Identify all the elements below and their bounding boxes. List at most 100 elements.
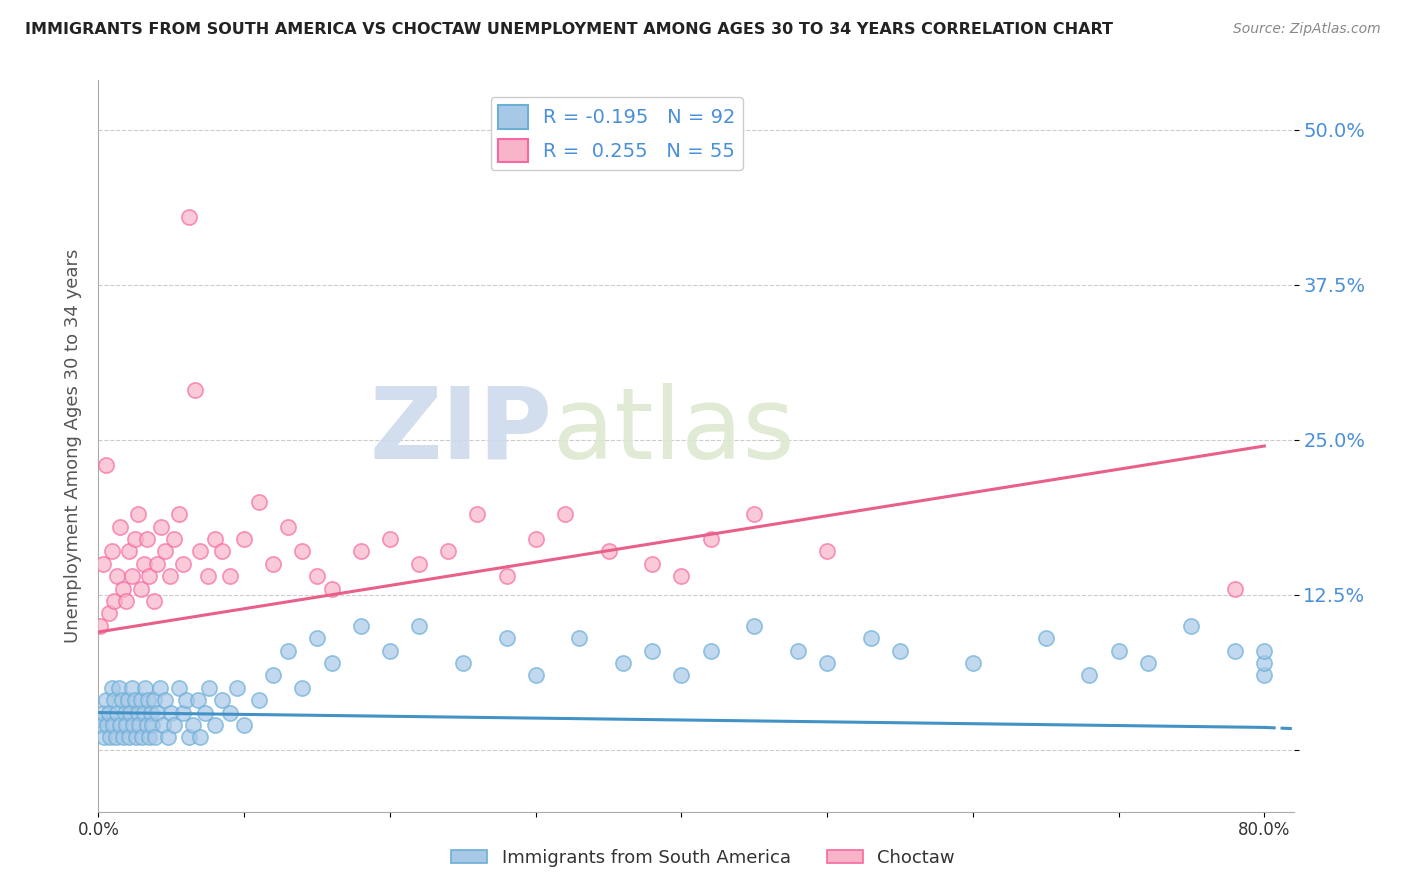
Legend: R = -0.195   N = 92, R =  0.255   N = 55: R = -0.195 N = 92, R = 0.255 N = 55 bbox=[491, 97, 744, 170]
Point bbox=[111, 693, 134, 707]
Point bbox=[247, 693, 270, 707]
Point bbox=[321, 582, 343, 596]
Point bbox=[1225, 643, 1247, 657]
Point bbox=[100, 681, 122, 695]
Point bbox=[142, 594, 165, 608]
Point bbox=[97, 706, 120, 720]
Point bbox=[568, 631, 591, 645]
Point bbox=[1253, 656, 1275, 670]
Point bbox=[598, 544, 620, 558]
Point bbox=[141, 718, 163, 732]
Point bbox=[1108, 643, 1130, 657]
Point bbox=[962, 656, 984, 670]
Point bbox=[127, 507, 149, 521]
Point bbox=[198, 681, 221, 695]
Point bbox=[138, 569, 160, 583]
Point bbox=[120, 706, 142, 720]
Point bbox=[98, 731, 121, 745]
Point bbox=[163, 718, 186, 732]
Point bbox=[321, 656, 343, 670]
Point bbox=[97, 607, 120, 621]
Point bbox=[145, 557, 167, 571]
Point bbox=[197, 569, 219, 583]
Point bbox=[451, 656, 474, 670]
Point bbox=[89, 619, 111, 633]
Point bbox=[183, 383, 205, 397]
Point bbox=[172, 557, 194, 571]
Point bbox=[90, 718, 112, 732]
Point bbox=[815, 656, 838, 670]
Point bbox=[174, 693, 197, 707]
Point bbox=[134, 681, 156, 695]
Point bbox=[104, 731, 127, 745]
Point bbox=[177, 210, 200, 224]
Point bbox=[129, 582, 152, 596]
Point bbox=[160, 706, 183, 720]
Point bbox=[150, 519, 173, 533]
Point bbox=[233, 532, 256, 546]
Point bbox=[89, 712, 111, 726]
Point bbox=[1253, 643, 1275, 657]
Point bbox=[177, 731, 200, 745]
Point bbox=[118, 544, 141, 558]
Point bbox=[132, 557, 155, 571]
Point bbox=[190, 731, 212, 745]
Point bbox=[1180, 619, 1202, 633]
Point bbox=[91, 706, 114, 720]
Point bbox=[136, 693, 159, 707]
Point bbox=[96, 718, 118, 732]
Point bbox=[641, 643, 664, 657]
Point bbox=[204, 718, 226, 732]
Point bbox=[127, 706, 149, 720]
Point bbox=[495, 569, 517, 583]
Point bbox=[305, 631, 328, 645]
Point bbox=[124, 532, 146, 546]
Point bbox=[129, 693, 152, 707]
Point bbox=[138, 731, 160, 745]
Point bbox=[135, 718, 157, 732]
Point bbox=[103, 594, 125, 608]
Point bbox=[204, 532, 226, 546]
Point bbox=[118, 731, 141, 745]
Point bbox=[132, 706, 155, 720]
Point bbox=[101, 718, 124, 732]
Point bbox=[408, 619, 430, 633]
Point bbox=[105, 569, 128, 583]
Point bbox=[94, 458, 117, 472]
Point bbox=[671, 668, 693, 682]
Point bbox=[1035, 631, 1057, 645]
Point bbox=[100, 544, 122, 558]
Point bbox=[135, 532, 157, 546]
Point bbox=[110, 718, 132, 732]
Point bbox=[350, 544, 373, 558]
Point bbox=[815, 544, 838, 558]
Point bbox=[112, 582, 135, 596]
Point bbox=[211, 544, 233, 558]
Point bbox=[155, 693, 177, 707]
Point bbox=[277, 643, 299, 657]
Point bbox=[91, 557, 114, 571]
Point bbox=[167, 681, 190, 695]
Point bbox=[859, 631, 882, 645]
Point bbox=[350, 619, 373, 633]
Point bbox=[218, 706, 240, 720]
Point bbox=[131, 731, 153, 745]
Point bbox=[152, 718, 174, 732]
Point bbox=[291, 681, 314, 695]
Point bbox=[378, 643, 401, 657]
Point bbox=[467, 507, 489, 521]
Y-axis label: Unemployment Among Ages 30 to 34 years: Unemployment Among Ages 30 to 34 years bbox=[63, 249, 82, 643]
Point bbox=[291, 544, 314, 558]
Point bbox=[139, 706, 162, 720]
Point bbox=[190, 544, 212, 558]
Point bbox=[94, 693, 117, 707]
Point bbox=[128, 718, 150, 732]
Point bbox=[671, 569, 693, 583]
Point bbox=[181, 718, 204, 732]
Point bbox=[211, 693, 233, 707]
Point bbox=[524, 668, 547, 682]
Point bbox=[115, 594, 138, 608]
Point bbox=[122, 718, 145, 732]
Point bbox=[305, 569, 328, 583]
Point bbox=[378, 532, 401, 546]
